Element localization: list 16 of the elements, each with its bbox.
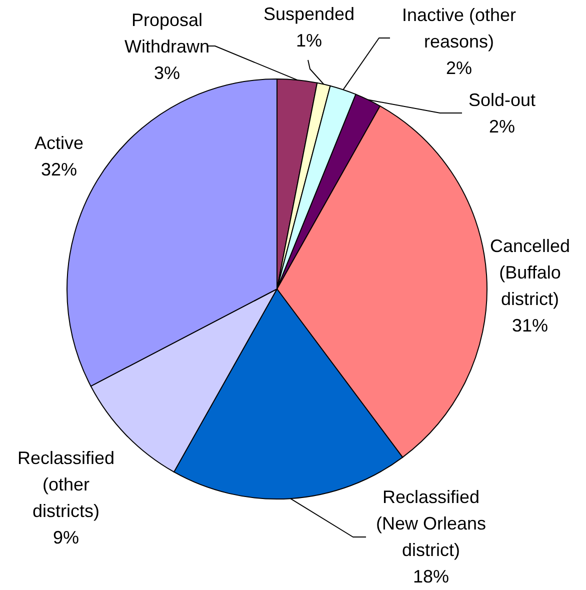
slice-label: Sold-out xyxy=(468,90,536,110)
slice-label: Cancelled (Buffalo district) xyxy=(490,236,570,309)
slice-label: Proposal Withdrawn xyxy=(124,10,210,56)
data-label: 31% xyxy=(512,316,548,336)
data-label: 2% xyxy=(446,58,472,78)
data-label: 3% xyxy=(154,63,180,83)
slice-label: Reclassified (other districts) xyxy=(17,448,115,521)
data-label: 18% xyxy=(412,566,450,586)
data-label: 1% xyxy=(296,30,322,50)
data-label: 9% xyxy=(52,528,80,548)
slice-label: Suspended xyxy=(263,4,355,24)
slice-label: Inactive (other reasons) xyxy=(402,5,516,52)
data-label: 2% xyxy=(488,116,516,136)
slice-label: Active xyxy=(34,133,84,153)
data-label: 32% xyxy=(40,160,78,180)
slice-label: Reclassified (New Orleans district) xyxy=(376,487,486,560)
